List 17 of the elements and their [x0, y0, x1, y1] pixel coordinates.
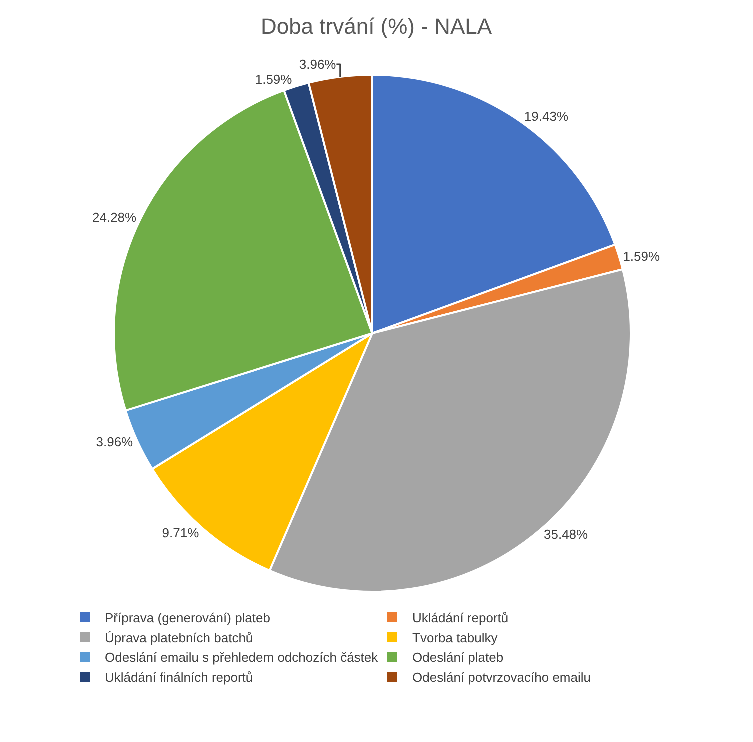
data-label: 3.96% [299, 57, 337, 72]
data-label: 35.48% [544, 527, 589, 542]
data-label: 1.59% [255, 72, 293, 88]
data-label: 19.43% [524, 109, 569, 124]
legend-label: Tvorba tabulky [412, 630, 498, 646]
chart-title: Doba trvání (%) - NALA [260, 14, 492, 39]
data-label: 1.59% [623, 248, 661, 264]
legend-label: Příprava (generování) plateb [105, 610, 270, 626]
legend-label: Odeslání emailu s přehledem odchozích částek [105, 650, 379, 666]
data-label: 24.28% [92, 210, 138, 225]
legend-label: Odeslání plateb [412, 650, 504, 666]
legend-label: Ukládání reportů [412, 610, 509, 626]
legend-label: Odeslání potvrzovacího emailu [412, 670, 591, 686]
data-label: 9.71% [162, 526, 200, 541]
legend-label: Ukládání finálních reportů [105, 670, 254, 686]
legend-label: Úprava platebních batchů [105, 630, 254, 646]
data-label: 3.96% [96, 434, 134, 450]
